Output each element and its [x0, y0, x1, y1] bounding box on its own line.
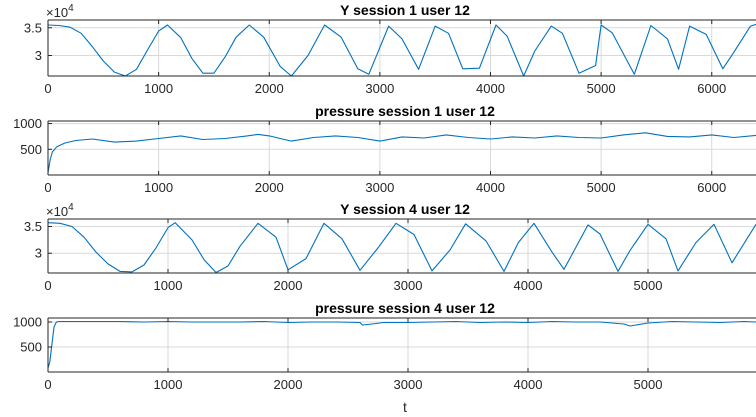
x-tick-label: 4000 [514, 278, 543, 293]
y-tick-label: 3 [35, 246, 42, 261]
x-tick-label: 1000 [154, 377, 183, 392]
x-tick-label: 3000 [394, 278, 423, 293]
x-tick-label: 0 [44, 180, 51, 195]
x-tick-label: 2000 [255, 81, 284, 96]
y-tick-label: 3.5 [24, 20, 42, 35]
x-tick-label: 2000 [255, 180, 284, 195]
x-tick-label: 5000 [587, 81, 616, 96]
y-tick-label: 500 [20, 142, 42, 157]
x-tick-label: 0 [44, 377, 51, 392]
x-tick-label: 5000 [634, 278, 663, 293]
panel-4: 0 1000 2000 3000 4000 5000 500 1000 pressure ses… [13, 300, 756, 415]
chart-title: Y session 4 user 12 [340, 201, 470, 217]
panel-3: 0 1000 2000 3000 4000 5000 3 3.5 ×104 Y session 4… [24, 201, 756, 293]
x-tick-label: 5000 [634, 377, 663, 392]
series-line-1 [47, 132, 756, 173]
x-tick-label: 4000 [514, 377, 543, 392]
x-tick-label: 3000 [365, 180, 394, 195]
x-tick-label: 1000 [154, 278, 183, 293]
x-axis-label: t [403, 399, 407, 415]
x-tick-label: 0 [44, 81, 51, 96]
y-exponent-power: 4 [68, 202, 74, 213]
x-tick-label: 3000 [394, 377, 423, 392]
x-tick-label: 2000 [274, 278, 303, 293]
y-tick-label: 1000 [13, 116, 42, 131]
y-exponent-power: 4 [68, 3, 74, 14]
chart-title: Y session 1 user 12 [340, 2, 470, 18]
y-tick-label: 3.5 [24, 219, 42, 234]
chart-title: pressure session 4 user 12 [315, 300, 495, 316]
series-line-1 [47, 23, 756, 77]
x-tick-label: 1000 [144, 81, 173, 96]
x-tick-label: 1000 [144, 180, 173, 195]
x-tick-label: 6000 [697, 180, 726, 195]
y-tick-label: 3 [35, 48, 42, 63]
panel-1: 0 1000 2000 3000 4000 5000 6000 3 3.5 ×104 Y sessi… [24, 2, 756, 96]
y-tick-label: 500 [20, 340, 42, 355]
series-line-1 [47, 222, 756, 274]
series-line-1 [47, 320, 756, 369]
x-tick-label: 2000 [274, 377, 303, 392]
x-tick-label: 6000 [697, 81, 726, 96]
y-exponent-label: ×104 [46, 202, 74, 219]
x-tick-label: 5000 [587, 180, 616, 195]
x-tick-label: 4000 [476, 81, 505, 96]
y-tick-label: 1000 [13, 315, 42, 330]
x-tick-label: 3000 [365, 81, 394, 96]
x-tick-label: 0 [44, 278, 51, 293]
x-tick-label: 4000 [476, 180, 505, 195]
chart-title: pressure session 1 user 12 [315, 103, 495, 119]
panel-2: 0 1000 2000 3000 4000 5000 6000 500 1000 pressure… [13, 103, 756, 195]
y-exponent-label: ×104 [46, 3, 74, 20]
